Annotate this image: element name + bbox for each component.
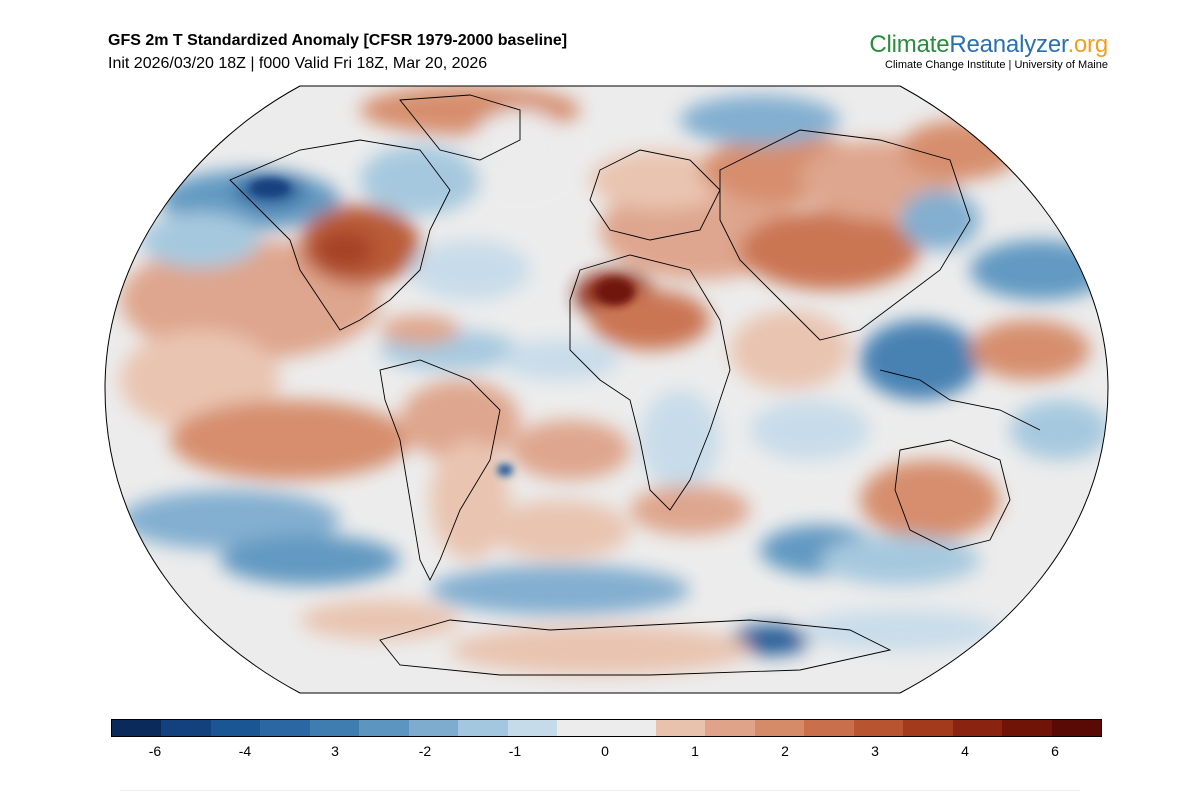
brand-logo-part2: Reanalyzer (949, 31, 1068, 58)
colorbar-tick-label: 3 (871, 743, 879, 759)
colorbar-tick-label: -4 (238, 743, 252, 759)
colorbar-swatch (458, 720, 508, 736)
colorbar-tick-label: -6 (148, 743, 162, 759)
brand-logo-part1: Climate (869, 31, 950, 58)
colorbar-swatch (260, 720, 310, 736)
colorbar-swatch (952, 720, 1003, 736)
colorbar-swatch (903, 720, 953, 736)
colorbar-tick-label: -2 (418, 743, 432, 759)
colorbar-swatch (112, 720, 162, 736)
colorbar-tick-label: 6 (1051, 743, 1059, 759)
colorbar-swatch (408, 720, 459, 736)
colorbar (111, 719, 1102, 737)
colorbar-tick-label: 3 (331, 743, 339, 759)
brand-logo-part3: .org (1067, 31, 1108, 58)
brand-subtitle: Climate Change Institute | University of… (885, 59, 1108, 71)
coastlines (229, 94, 1041, 676)
anomaly-field (105, 86, 1108, 693)
map-title: GFS 2m T Standardized Anomaly [CFSR 1979… (108, 32, 568, 49)
brand-block[interactable]: ClimateReanalyzer.org Climate Change Ins… (869, 31, 1108, 71)
colorbar-swatch (557, 720, 607, 736)
footer-divider (120, 790, 1080, 791)
colorbar-swatch (606, 720, 656, 736)
map-border (104, 85, 1109, 694)
colorbar-swatch (161, 720, 211, 736)
colorbar-tick-label: 2 (781, 743, 789, 759)
colorbar-swatch (754, 720, 805, 736)
colorbar-swatch (1051, 720, 1102, 736)
colorbar-swatch (1002, 720, 1052, 736)
colorbar-swatch (359, 720, 409, 736)
brand-logo[interactable]: ClimateReanalyzer.org (869, 31, 1108, 59)
map-subtitle: Init 2026/03/20 18Z | f000 Valid Fri 18Z… (108, 55, 488, 72)
colorbar-tick-label: 1 (691, 743, 699, 759)
colorbar-swatch (210, 720, 261, 736)
colorbar-swatch (804, 720, 854, 736)
colorbar-tick-label: 4 (961, 743, 969, 759)
colorbar-swatch (655, 720, 706, 736)
colorbar-swatch (705, 720, 755, 736)
colorbar-swatch (507, 720, 558, 736)
colorbar-tick-label: -1 (508, 743, 522, 759)
colorbar-swatch (853, 720, 904, 736)
colorbar-tick-label: 0 (601, 743, 609, 759)
colorbar-swatch (309, 720, 360, 736)
